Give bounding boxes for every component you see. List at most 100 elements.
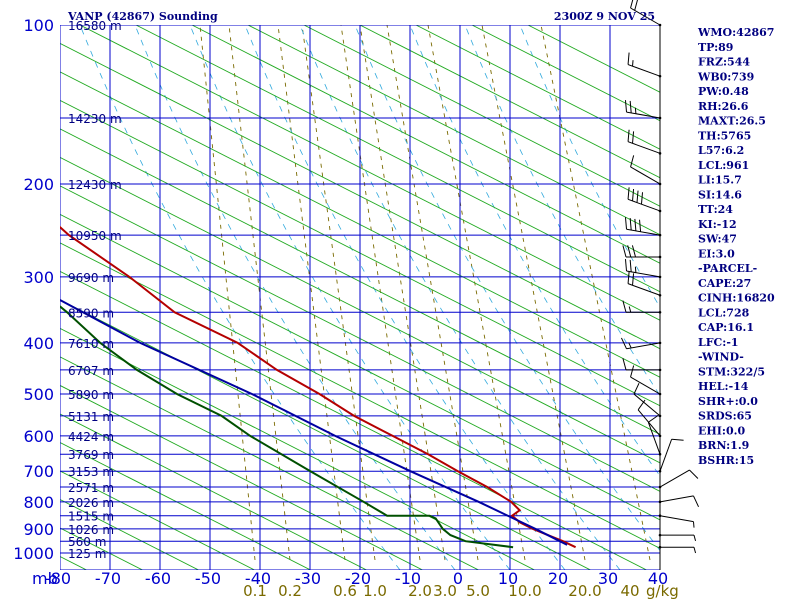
series-dewpoint-line	[60, 305, 514, 549]
wind-barb-flag	[648, 414, 659, 423]
wind-barb-flag	[692, 521, 695, 528]
height-label: 12430 m	[68, 178, 122, 192]
moist-adiabat-line	[79, 25, 401, 570]
wind-barb	[658, 469, 699, 489]
wind-barb-flag	[671, 438, 684, 441]
height-label: 10950 m	[68, 229, 122, 243]
wind-barb-flag	[624, 259, 628, 272]
wind-barb-flag	[627, 52, 630, 65]
index-item: CINH:16820	[698, 292, 775, 305]
dry-adiabat-line	[60, 470, 256, 570]
wind-barb	[622, 245, 662, 259]
wind-barb	[630, 0, 662, 27]
sounding-curves	[60, 225, 577, 549]
wind-barb-flag	[689, 469, 699, 479]
index-item: L57:6.2	[698, 144, 744, 157]
wind-barb-origin	[658, 74, 662, 78]
wind-barb	[627, 271, 662, 297]
temperature-tick-label: -50	[195, 569, 221, 588]
wind-barb-staff	[633, 393, 661, 417]
temperature-tick-label: -80	[45, 569, 71, 588]
wind-barb	[630, 365, 662, 396]
height-label: 3769 m	[68, 448, 114, 462]
temperature-tick-label: -70	[95, 569, 121, 588]
mixing-ratio-label: 40	[620, 582, 639, 600]
pressure-tick-label: 600	[23, 427, 54, 446]
wind-barb	[658, 514, 695, 528]
wind-barb-origin	[658, 368, 662, 372]
wind-barb-flag	[624, 100, 628, 113]
index-item: BRN:1.9	[698, 439, 749, 452]
wind-barb-flag	[639, 219, 642, 232]
wind-barb-flag	[628, 306, 632, 313]
series-parcel-line	[60, 298, 568, 546]
index-item: RH:26.6	[698, 100, 749, 113]
index-item: EHI:0.0	[698, 424, 745, 437]
wind-barb-flag	[630, 365, 635, 378]
wind-barb-origin	[658, 116, 662, 120]
moist-adiabat-line	[189, 25, 511, 570]
height-label: 7610 m	[68, 337, 114, 351]
dry-adiabat-line	[60, 356, 480, 570]
wind-barb-flag	[629, 259, 632, 272]
wind-barb	[658, 438, 684, 473]
index-item: WB0:739	[697, 70, 754, 83]
wind-barb-flag	[634, 0, 638, 11]
pressure-tick-label: 700	[23, 462, 54, 481]
wind-barb-flag	[693, 495, 700, 508]
wind-barb	[658, 533, 697, 542]
index-item: STM:322/5	[698, 365, 765, 378]
height-label: 14230 m	[68, 112, 122, 126]
mixing-ratio-label: 3.0	[433, 582, 457, 600]
dry-adiabat-line	[60, 384, 424, 570]
moist-adiabat-line	[134, 25, 456, 570]
wind-barb-origin	[658, 414, 662, 418]
wind-barbs	[620, 0, 700, 570]
wind-barb	[633, 382, 662, 418]
index-item: WMO:42867	[697, 26, 774, 39]
wind-barb-flag	[632, 60, 634, 67]
wind-barb-staff	[626, 228, 661, 236]
wind-barb	[627, 52, 662, 78]
wind-barb-flag	[633, 382, 640, 395]
wind-barb-staff	[626, 270, 661, 278]
pressure-tick-label: 1000	[13, 544, 54, 563]
wind-barb-flag	[634, 107, 637, 114]
pressure-tick-label: 500	[23, 385, 54, 404]
wind-barb-flag	[629, 100, 632, 113]
temperature-tick-label: 20	[548, 569, 568, 588]
temperature-tick-label: 40	[648, 569, 668, 588]
mixing-ratio-label: 0.6	[333, 582, 357, 600]
temperature-tick-label: -10	[395, 569, 421, 588]
height-label: 8590 m	[68, 306, 114, 320]
wind-barb-origin	[658, 485, 662, 489]
wind-barb-origin	[658, 233, 662, 237]
index-item: TT:24	[698, 203, 733, 216]
wind-barb-staff	[659, 515, 694, 523]
wind-barb-origin	[658, 434, 662, 438]
wind-barb-origin	[658, 293, 662, 297]
wind-barb-flag	[622, 358, 627, 371]
wind-barb-flag	[636, 190, 639, 203]
wind-barb-staff	[626, 111, 661, 119]
temperature-tick-label: 30	[598, 569, 618, 588]
height-label: 2571 m	[68, 481, 114, 495]
chart-datetime: 2300Z 9 NOV 25	[554, 10, 655, 23]
mixing-ratio-label: 5.0	[466, 582, 490, 600]
mixing-ratio-label: 20.0	[568, 582, 601, 600]
temperature-tick-label: -60	[145, 569, 171, 588]
mixing-ratio-label: 2.0	[408, 582, 432, 600]
index-item: LCL:961	[698, 159, 749, 172]
wind-barb-flag	[632, 188, 635, 201]
pressure-unit-label: mb	[32, 569, 58, 588]
wind-barb-staff	[627, 141, 661, 154]
wind-barb	[620, 337, 662, 350]
height-label: 5890 m	[68, 388, 114, 402]
dry-adiabat-line	[60, 242, 660, 549]
dry-adiabat-line	[60, 441, 312, 570]
dry-adiabat-line	[60, 413, 368, 570]
wind-barb-origin	[658, 545, 662, 549]
wind-barb-flag	[627, 129, 630, 142]
wind-barb-staff	[659, 439, 673, 472]
wind-barb	[624, 217, 662, 237]
